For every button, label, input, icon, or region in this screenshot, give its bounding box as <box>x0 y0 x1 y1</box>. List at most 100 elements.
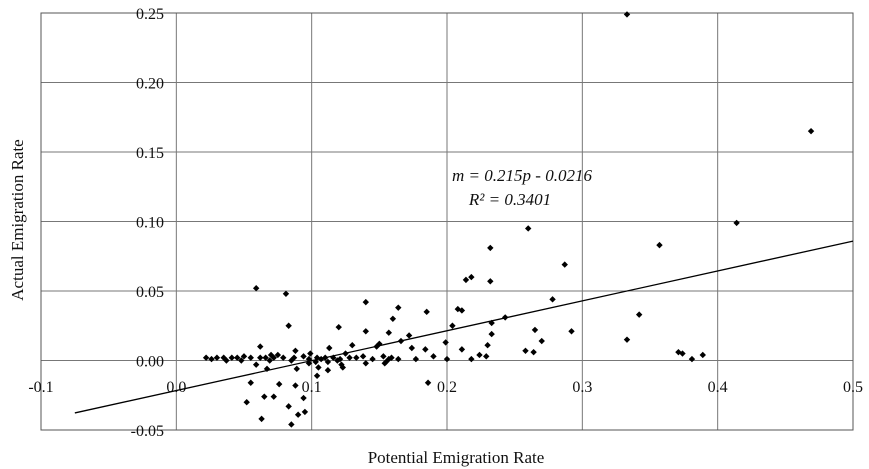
data-point <box>733 219 740 227</box>
data-point <box>389 315 397 322</box>
data-point <box>313 372 321 379</box>
data-point <box>324 367 332 374</box>
data-point <box>468 273 475 281</box>
data-point <box>522 347 529 354</box>
data-point <box>424 379 432 386</box>
data-point <box>234 354 241 361</box>
data-point <box>412 355 420 363</box>
y-tick-label: -0.05 <box>131 423 164 440</box>
data-point <box>405 332 413 339</box>
data-point <box>339 364 346 371</box>
data-point <box>270 354 277 361</box>
data-point <box>288 357 295 364</box>
data-point <box>334 357 341 364</box>
data-point <box>362 328 369 335</box>
data-point <box>294 411 302 418</box>
data-point <box>274 351 282 359</box>
data-point <box>442 339 449 346</box>
data-point <box>656 241 663 249</box>
data-point <box>623 336 631 343</box>
data-point <box>202 354 210 361</box>
data-point <box>487 244 494 252</box>
data-point <box>238 357 245 364</box>
y-tick-label: 0.15 <box>136 145 164 162</box>
data-point <box>326 344 333 352</box>
x-tick-label: 0.0 <box>166 379 186 396</box>
data-point <box>487 278 494 285</box>
data-point <box>247 354 254 361</box>
data-point <box>635 311 643 318</box>
data-point <box>252 361 260 368</box>
data-point <box>240 353 248 360</box>
data-point <box>300 353 307 360</box>
data-point <box>307 350 314 357</box>
data-point <box>484 342 491 349</box>
x-tick-label: 0.4 <box>708 379 728 396</box>
data-point <box>531 326 539 334</box>
data-point <box>292 347 299 354</box>
data-point <box>292 382 299 389</box>
data-point <box>525 225 532 232</box>
data-point <box>688 355 696 363</box>
x-tick-label: 0.3 <box>572 379 592 396</box>
data-point <box>285 322 292 329</box>
data-point <box>228 354 236 361</box>
data-point <box>369 355 376 363</box>
data-point <box>243 399 250 406</box>
tick-labels: -0.1 0.0 0.1 0.2 0.3 0.4 0.5 -0.05 0.00 0.05 0.10 0… <box>28 6 863 440</box>
data-point <box>285 403 292 410</box>
data-point <box>623 11 631 18</box>
data-point <box>395 304 402 311</box>
data-point <box>538 337 545 345</box>
data-point <box>208 355 215 363</box>
data-point <box>679 350 686 357</box>
data-point <box>807 127 815 135</box>
data-point <box>223 357 230 364</box>
data-points <box>202 11 815 428</box>
r-squared-label: R² = 0.3401 <box>468 190 551 209</box>
data-point <box>353 354 360 361</box>
data-point <box>385 329 393 336</box>
data-point <box>261 393 268 400</box>
data-point <box>561 261 568 268</box>
data-point <box>252 285 260 292</box>
data-point <box>346 354 353 361</box>
data-point <box>282 290 290 297</box>
data-point <box>395 355 402 363</box>
data-point <box>476 351 483 359</box>
grid <box>40 12 854 431</box>
data-point <box>258 415 265 423</box>
y-tick-label: 0.25 <box>136 6 164 23</box>
data-point <box>300 394 307 402</box>
data-point <box>530 348 537 356</box>
x-tick-label: -0.1 <box>28 379 53 396</box>
data-point <box>380 353 387 360</box>
data-point <box>423 308 430 316</box>
data-point <box>266 357 273 364</box>
data-point <box>462 276 470 284</box>
data-point <box>362 360 369 367</box>
x-tick-label: 0.1 <box>302 379 322 396</box>
data-point <box>488 330 495 338</box>
y-tick-label: 0.05 <box>136 284 164 301</box>
plot-frame <box>40 12 854 431</box>
data-point <box>280 354 287 361</box>
y-tick-label: 0.10 <box>136 215 164 232</box>
data-point <box>699 351 706 359</box>
data-point <box>388 354 395 361</box>
x-axis-label: Potential Emigration Rate <box>368 448 545 467</box>
data-point <box>349 342 356 349</box>
data-point <box>568 328 575 335</box>
data-point <box>301 408 309 416</box>
data-point <box>247 379 254 386</box>
data-point <box>449 322 456 329</box>
data-point <box>270 393 277 400</box>
data-point <box>468 355 475 363</box>
data-point <box>335 323 342 331</box>
data-point <box>359 353 367 360</box>
y-axis-label: Actual Emigration Rate <box>8 139 27 300</box>
data-point <box>458 346 466 353</box>
data-point <box>430 353 437 360</box>
trendline-equation: m = 0.215p - 0.0216 <box>452 166 592 185</box>
